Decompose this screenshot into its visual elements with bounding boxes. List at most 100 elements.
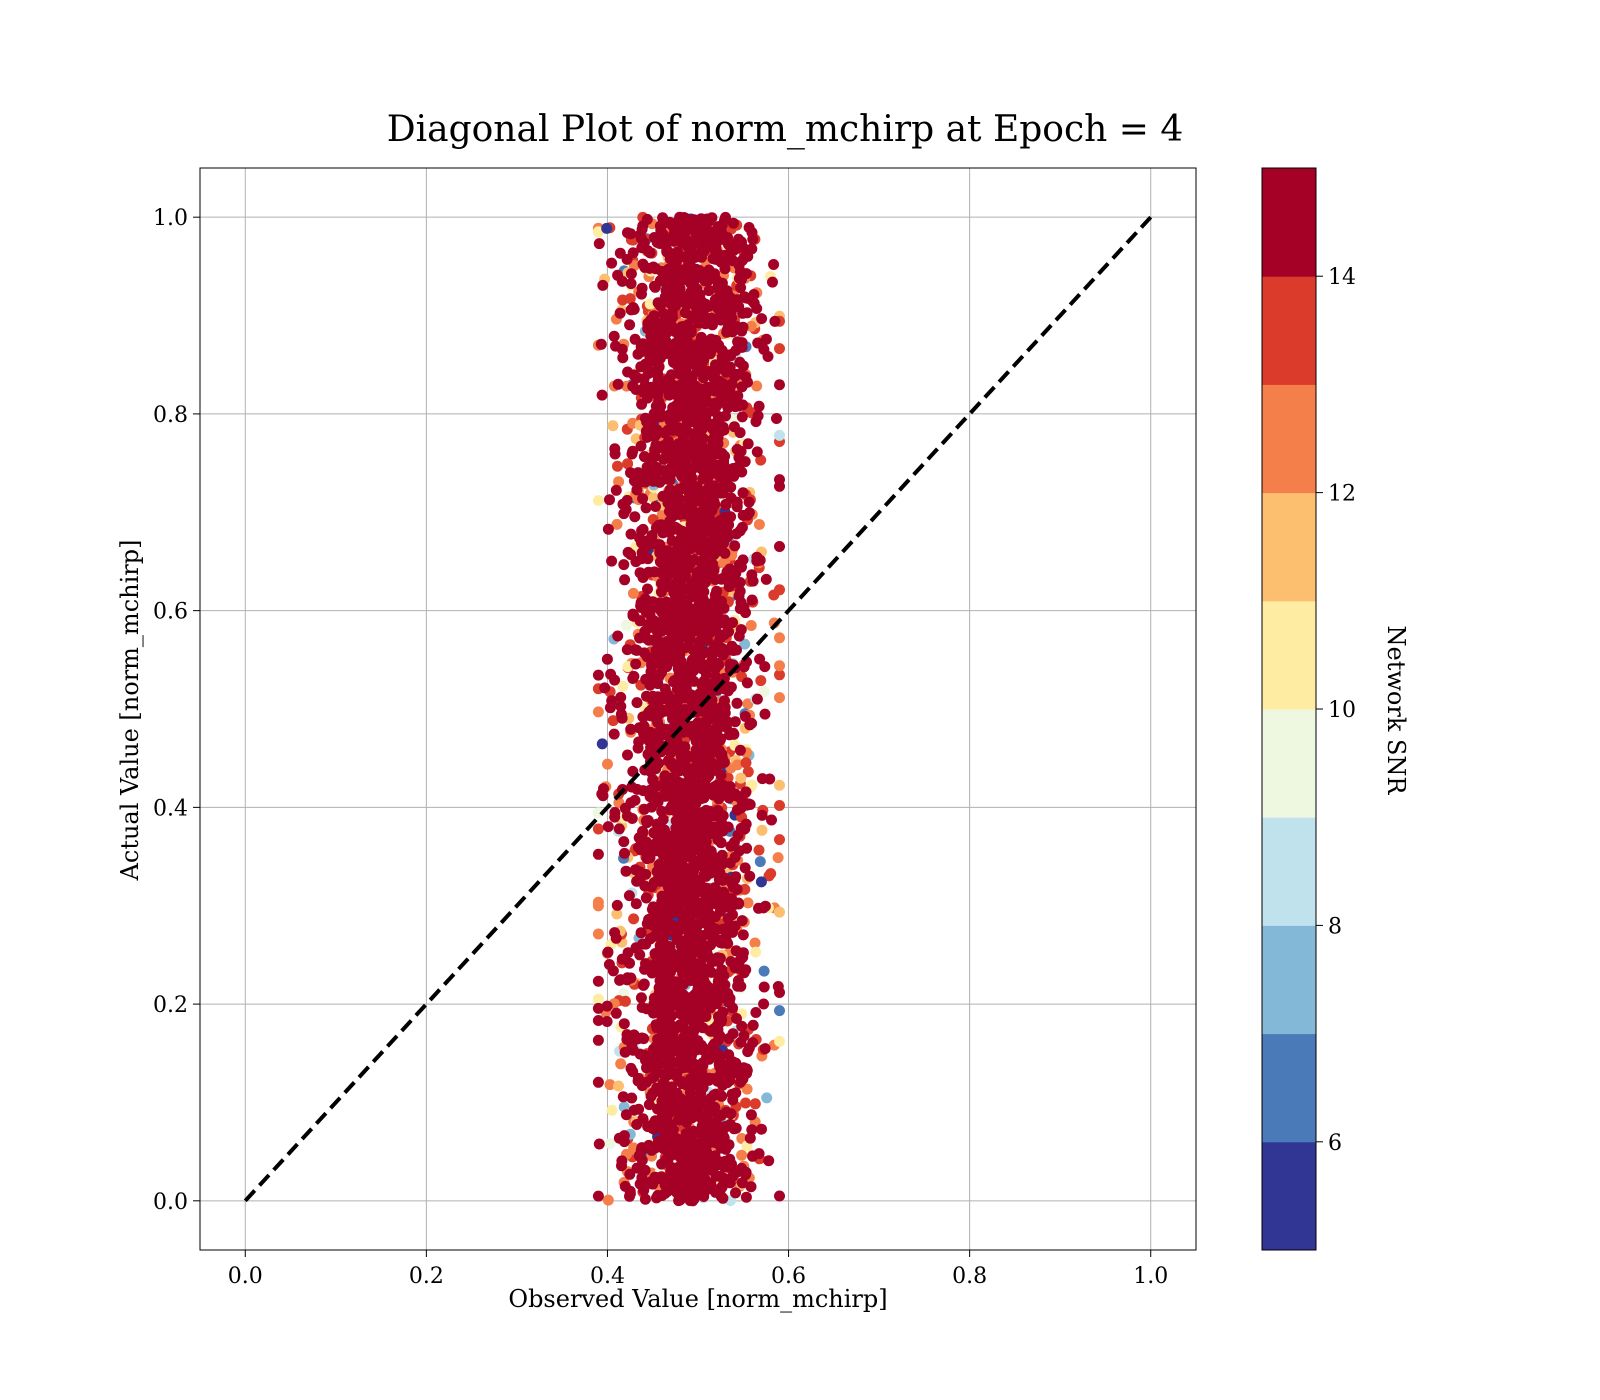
y-tick-label: 0.0 (153, 1190, 188, 1215)
scatter-point (670, 337, 682, 349)
scatter-point (717, 1067, 728, 1079)
scatter-point (703, 285, 715, 297)
scatter-point (592, 900, 604, 912)
scatter-point (602, 821, 614, 833)
scatter-point (673, 644, 685, 656)
scatter-point (606, 555, 618, 567)
scatter-point (774, 584, 785, 596)
scatter-point (629, 644, 641, 656)
scatter-point (662, 492, 674, 504)
scatter-point (739, 823, 751, 835)
scatter-point (739, 638, 751, 650)
scatter-point (687, 927, 699, 938)
scatter-point (703, 924, 715, 936)
scatter-point (638, 382, 650, 394)
scatter-point (710, 639, 722, 651)
scatter-point (622, 366, 634, 378)
scatter-point (615, 691, 627, 703)
scatter-point (761, 1092, 773, 1104)
scatter-point (644, 247, 656, 259)
scatter-point (647, 658, 659, 670)
scatter-point (712, 706, 724, 718)
scatter-point (755, 876, 767, 888)
scatter-point (774, 669, 785, 681)
scatter-point (736, 1149, 748, 1161)
scatter-point (731, 759, 743, 771)
scatter-point (731, 1013, 742, 1024)
scatter-point (710, 616, 722, 628)
scatter-point (763, 1155, 775, 1167)
scatter-point (631, 697, 643, 709)
scatter-point (712, 723, 724, 735)
scatter-point (709, 595, 721, 607)
scatter-point (596, 738, 608, 750)
scatter-point (727, 217, 739, 229)
scatter-point (658, 930, 670, 942)
scatter-point (716, 849, 728, 861)
scatter-point (677, 430, 689, 442)
scatter-point (738, 967, 750, 979)
scatter-point (715, 1138, 727, 1150)
scatter-point (735, 1036, 747, 1048)
scatter-point (733, 630, 745, 642)
scatter-point (681, 997, 693, 1009)
scatter-point (598, 783, 609, 795)
scatter-point (695, 762, 707, 774)
scatter-point (742, 438, 754, 450)
scatter-point (629, 333, 641, 345)
scatter-point (654, 980, 666, 992)
scatter-point (675, 623, 687, 635)
scatter-point (751, 693, 763, 705)
scatter-point (767, 276, 778, 288)
scatter-point (652, 678, 664, 690)
scatter-point (704, 805, 715, 817)
scatter-point (695, 791, 707, 803)
scatter-point (731, 697, 743, 709)
colorbar-tick-label: 10 (1328, 698, 1356, 723)
scatter-point (727, 255, 739, 267)
scatter-point (706, 422, 718, 434)
scatter-point (663, 438, 675, 450)
scatter-point (723, 581, 735, 593)
scatter-point (690, 301, 702, 313)
scatter-point (735, 445, 747, 457)
scatter-point (642, 583, 653, 595)
scatter-point (606, 1104, 618, 1116)
scatter-point (712, 1075, 724, 1087)
scatter-point (628, 475, 640, 487)
scatter-point (662, 283, 674, 295)
scatter-point (653, 396, 665, 408)
scatter-point (685, 278, 697, 289)
plot-area: 0.0 0.2 0.4 0.6 0.8 1.0 0.0 0.2 0.4 0.6 0.8 1.0 (153, 167, 1197, 1289)
scatter-point (756, 313, 768, 325)
scatter-point (655, 864, 667, 876)
scatter-point (613, 1080, 624, 1092)
scatter-point (712, 823, 724, 835)
scatter-point (730, 1187, 741, 1199)
scatter-point (719, 263, 731, 275)
scatter-point (592, 823, 604, 835)
scatter-point (693, 1019, 705, 1031)
colorbar-tick-label: 12 (1328, 482, 1356, 507)
scatter-point (712, 1111, 724, 1123)
scatter-point (636, 242, 648, 254)
scatter-point (641, 623, 653, 635)
scatter-point (703, 1074, 715, 1086)
scatter-point (628, 610, 640, 622)
scatter-point (749, 937, 761, 949)
chart-title: Diagonal Plot of norm_mchirp at Epoch = … (387, 109, 1184, 150)
scatter-point (637, 825, 649, 837)
scatter-point (774, 1035, 785, 1047)
scatter-point (663, 705, 674, 717)
scatter-point (692, 984, 704, 996)
scatter-point (758, 998, 770, 1010)
scatter-point (616, 712, 628, 724)
scatter-point (686, 517, 698, 529)
scatter-point (625, 972, 637, 984)
scatter-point (707, 442, 719, 454)
scatter-point (654, 275, 666, 287)
scatter-point (730, 345, 742, 356)
scatter-point (688, 1066, 700, 1078)
scatter-point (669, 836, 681, 848)
